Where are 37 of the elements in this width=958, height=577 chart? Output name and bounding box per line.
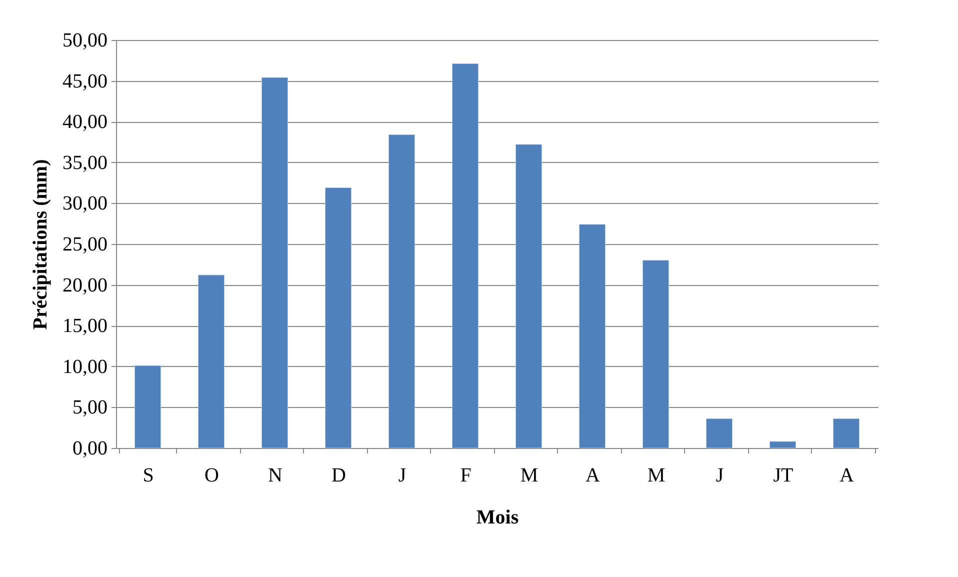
x-tick-label: A bbox=[840, 464, 855, 486]
y-tick-label: 35,00 bbox=[62, 152, 108, 174]
x-tick-label: JT bbox=[773, 464, 794, 486]
x-tick-label: O bbox=[204, 464, 219, 486]
bar bbox=[198, 274, 224, 448]
x-tick-label: M bbox=[647, 464, 666, 486]
x-tick-label: S bbox=[142, 464, 154, 486]
bar bbox=[325, 187, 352, 448]
x-tick-label: N bbox=[268, 464, 282, 486]
x-tick-label: A bbox=[586, 464, 601, 486]
x-tick-label: D bbox=[332, 464, 346, 486]
x-tick-label: M bbox=[520, 464, 538, 486]
y-tick-label: 30,00 bbox=[62, 192, 108, 215]
bar bbox=[452, 63, 478, 448]
bar bbox=[706, 418, 732, 448]
y-tick-label: 10,00 bbox=[62, 356, 108, 378]
bar bbox=[516, 144, 542, 448]
bar bbox=[579, 224, 606, 448]
bar bbox=[388, 134, 415, 448]
y-tick-label: 15,00 bbox=[62, 315, 108, 338]
y-tick-label: 40,00 bbox=[62, 111, 108, 134]
y-tick-label: 25,00 bbox=[62, 234, 108, 256]
y-tick-label: 20,00 bbox=[62, 274, 108, 296]
y-tick-label: 50,00 bbox=[62, 30, 108, 52]
bar bbox=[262, 77, 288, 448]
x-tick-label: J bbox=[716, 464, 724, 486]
y-tick-label: 5,00 bbox=[72, 396, 108, 419]
x-tick-label: J bbox=[398, 464, 406, 486]
y-tick-label: 0,00 bbox=[72, 438, 108, 460]
y-tick-label: 45,00 bbox=[62, 70, 108, 92]
bar bbox=[833, 418, 860, 448]
x-tick-label: F bbox=[460, 464, 472, 486]
bar bbox=[770, 441, 796, 448]
bar bbox=[134, 365, 161, 448]
y-axis-title: Précipitations (mm) bbox=[30, 159, 52, 330]
x-axis-title: Mois bbox=[476, 506, 519, 528]
bar bbox=[642, 260, 669, 448]
